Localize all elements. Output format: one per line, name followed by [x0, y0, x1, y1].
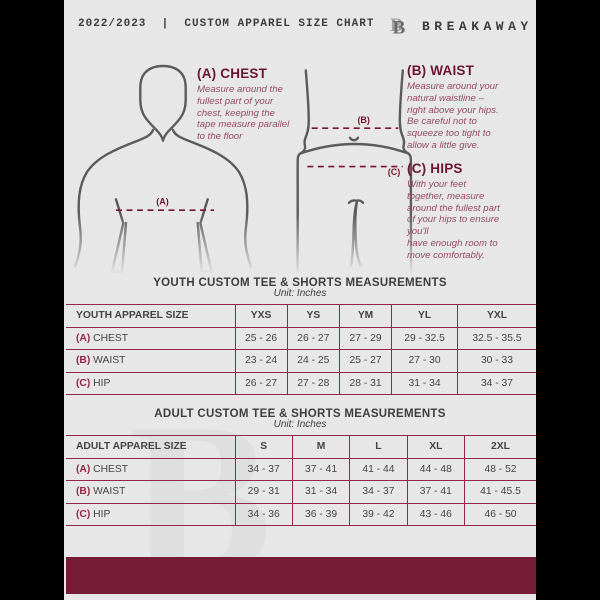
svg-text:(C): (C)	[388, 167, 401, 177]
svg-text:B: B	[393, 18, 406, 36]
svg-text:(A): (A)	[156, 196, 169, 206]
svg-text:(B): (B)	[357, 115, 370, 125]
